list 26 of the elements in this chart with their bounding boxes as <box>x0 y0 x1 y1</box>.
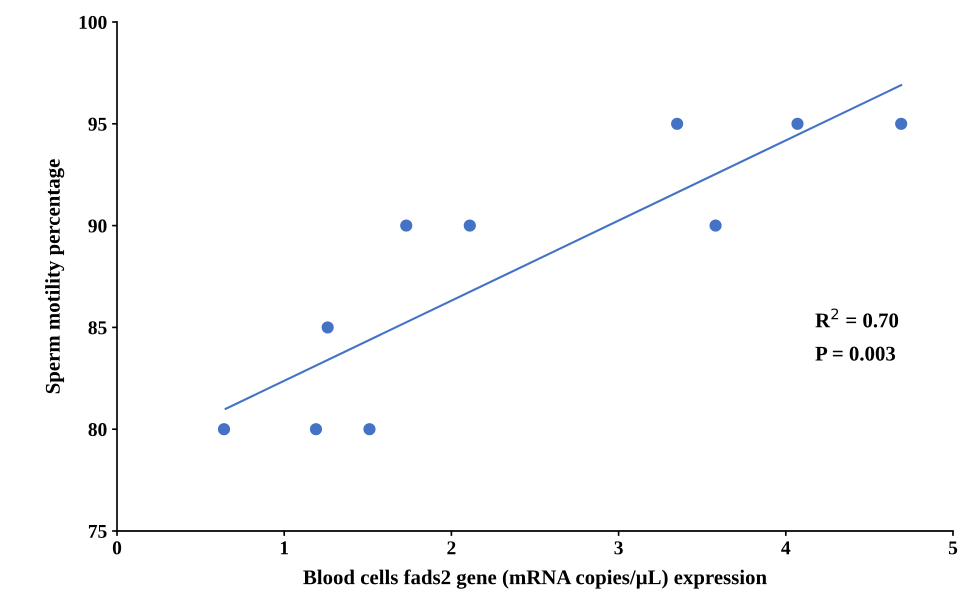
point <box>895 118 908 130</box>
y-tick-label: 90 <box>88 219 107 233</box>
point <box>400 220 412 232</box>
annotation: P = 0.003 <box>815 346 896 361</box>
y-tick-label: 80 <box>88 423 107 436</box>
point <box>791 118 804 130</box>
y-tick-label: 75 <box>88 525 107 538</box>
x-tick-label: 1 <box>280 541 288 554</box>
y-tick-label: 95 <box>88 118 107 131</box>
x-tick-label: 4 <box>781 541 790 554</box>
x-tick-label: 0 <box>112 541 122 554</box>
point <box>322 321 334 334</box>
point <box>671 118 684 130</box>
point <box>310 423 322 436</box>
y-tick-label: 85 <box>88 321 107 334</box>
y-axis-title: Sperm motility percentage <box>45 159 64 394</box>
point <box>218 423 230 436</box>
x-tick-label: 3 <box>614 541 623 554</box>
x-axis-title: Blood cells fads2 gene (mRNA copies/µL) expression <box>303 569 767 589</box>
x-tick-label: 5 <box>948 541 958 554</box>
point <box>464 220 476 232</box>
point <box>710 220 722 232</box>
x-tick-label: 2 <box>447 541 456 554</box>
y-tick-label: 100 <box>80 16 107 29</box>
point <box>363 423 376 436</box>
annotation: R$^{2}$ = 0.70 <box>815 308 898 328</box>
